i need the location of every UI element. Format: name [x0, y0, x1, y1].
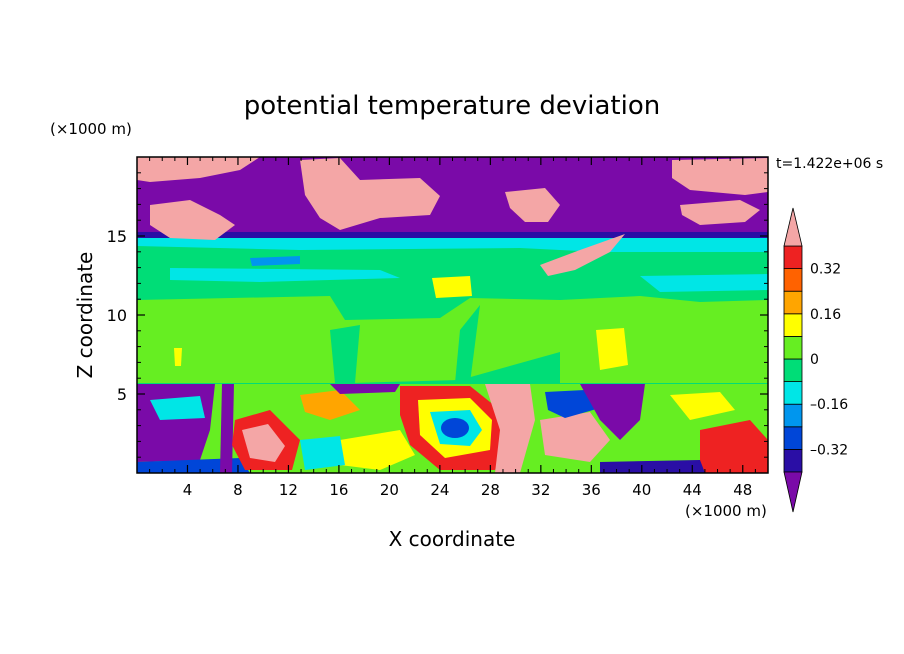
- band-lower-cyan-2: [300, 436, 345, 470]
- x-tick-label: 36: [582, 481, 601, 499]
- colorbar-label: 0.32: [810, 262, 841, 278]
- colorbar-swatch: [783, 426, 803, 450]
- x-tick-label: 44: [683, 481, 702, 499]
- x-tick-label: 32: [531, 481, 550, 499]
- x-tick-label: 16: [329, 481, 348, 499]
- x-tick-label: 24: [430, 481, 449, 499]
- band-neutral-strip-2: [455, 305, 480, 383]
- x-tick-label: 20: [380, 481, 399, 499]
- colorbar-swatch: [783, 268, 803, 292]
- band-hot-top-1: [137, 157, 260, 182]
- colorbar-swatch: [783, 358, 803, 383]
- colorbar-extend-min: [783, 471, 803, 513]
- band-lower-cold-right: [580, 384, 645, 440]
- colorbar-swatch: [783, 290, 803, 315]
- colorbar-swatch: [783, 245, 803, 270]
- x-tick-label: 48: [733, 481, 752, 499]
- band-cool-streak-3: [640, 274, 768, 292]
- band-hot-top-3: [300, 158, 440, 230]
- x-tick-label: 4: [183, 481, 193, 499]
- colorbar-swatch: [783, 448, 803, 473]
- band-hot-top-6: [680, 200, 760, 225]
- band-hot-top-7: [540, 234, 625, 276]
- x-axis: 4 8 12 16 20 24 28 32 36 40 44 48: [149, 157, 756, 499]
- band-lower-pink-3: [540, 412, 610, 462]
- y-tick-label: 10: [107, 306, 127, 325]
- colorbar-label: –0.16: [810, 397, 848, 413]
- x-axis-label: X coordinate: [389, 527, 516, 551]
- band-lower-purple-strip: [220, 384, 234, 473]
- band-lower-yellow-1: [340, 430, 415, 470]
- band-lower-cyan-left: [150, 396, 205, 420]
- band-hot-top-4: [505, 188, 560, 222]
- x-tick-label: 12: [279, 481, 298, 499]
- band-lower-pink-1: [242, 424, 285, 462]
- y-axis-label: Z coordinate: [73, 252, 97, 379]
- contour-field: [137, 157, 768, 473]
- band-lower-purple-2: [330, 384, 400, 394]
- band-yellow-patch-2: [432, 276, 472, 298]
- time-label: t=1.422e+06 s: [776, 156, 883, 172]
- colorbar-label: 0.16: [810, 307, 841, 323]
- band-yellow-patch-3: [174, 348, 182, 366]
- band-lower-pink-2: [485, 384, 535, 473]
- colorbar-swatch: [783, 335, 803, 360]
- x-tick-label: 40: [632, 481, 651, 499]
- band-cold-top: [137, 157, 768, 237]
- y-tick-label: 5: [117, 385, 127, 404]
- band-lower-blue-eye: [441, 418, 469, 438]
- band-neutral-strip: [330, 325, 360, 383]
- band-lower-yellow-right: [670, 392, 735, 420]
- band-lower-cold-bottom: [600, 460, 705, 473]
- band-hot-top-5: [672, 158, 768, 195]
- y-axis: 5 10 15: [107, 172, 768, 458]
- colorbar-swatch: [783, 313, 803, 337]
- y-tick-label: 15: [107, 227, 127, 246]
- x-units-label: (×1000 m): [685, 502, 767, 520]
- colorbar-swatch: [783, 403, 803, 428]
- chart-title: potential temperature deviation: [244, 91, 660, 121]
- colorbar: 0.32 0.16 0 –0.16 –0.32: [783, 207, 848, 513]
- band-cold-top-edge: [137, 232, 768, 238]
- colorbar-extend-max: [783, 207, 803, 247]
- colorbar-label: –0.32: [810, 442, 848, 458]
- x-tick-label: 28: [481, 481, 500, 499]
- band-hot-top-2: [150, 200, 235, 240]
- colorbar-label: 0: [810, 352, 819, 368]
- band-lower-red-right: [700, 420, 768, 473]
- y-units-label: (×1000 m): [50, 120, 132, 138]
- x-tick-label: 8: [233, 481, 243, 499]
- band-cool-streak-2: [170, 268, 400, 282]
- band-lower-blue-swirl: [545, 390, 600, 418]
- band-yellow-patch-1: [596, 328, 628, 370]
- band-lower-orange-1: [300, 390, 360, 420]
- band-cool-streak-4: [250, 256, 300, 266]
- colorbar-swatch: [783, 381, 803, 405]
